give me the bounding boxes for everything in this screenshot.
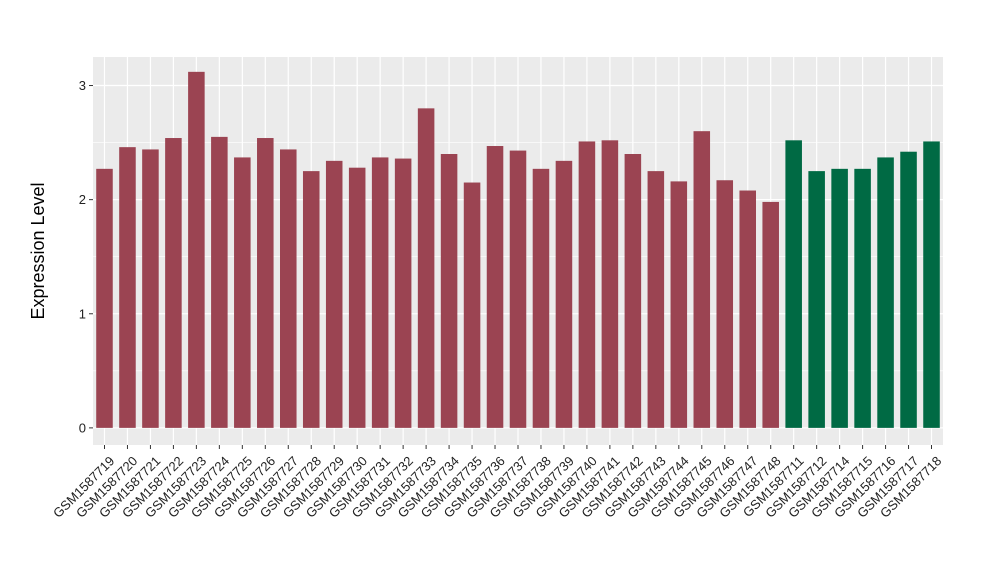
bar-gsm1587740	[578, 141, 596, 428]
bar-gsm1587715	[854, 168, 871, 428]
bar-gsm1587747	[739, 190, 756, 428]
bar-gsm1587711	[785, 140, 802, 428]
bar-gsm1587748	[762, 201, 779, 428]
bar-gsm1587726	[257, 138, 274, 428]
bar-gsm1587742	[624, 154, 642, 428]
bar-gsm1587745	[693, 131, 711, 428]
bar-gsm1587721	[142, 149, 159, 428]
bar-gsm1587731	[371, 157, 389, 428]
y-axis-title: Expression Level	[28, 182, 48, 319]
y-tick-label: 3	[79, 78, 86, 93]
bar-gsm1587714	[831, 168, 848, 428]
bar-gsm1587718	[923, 141, 940, 428]
y-tick-label: 1	[79, 306, 86, 321]
bar-gsm1587722	[165, 138, 182, 428]
bar-gsm1587719	[96, 168, 113, 428]
bar-gsm1587716	[877, 157, 894, 428]
bar-gsm1587732	[394, 158, 412, 428]
y-tick-label: 2	[79, 192, 86, 207]
x-axis: GSM1587719GSM1587720GSM1587721GSM1587722…	[50, 445, 944, 521]
bar-gsm1587737	[509, 150, 527, 428]
bar-gsm1587746	[716, 180, 734, 428]
bar-gsm1587734	[440, 154, 458, 428]
bar-gsm1587724	[211, 136, 228, 428]
y-axis: 0 1 2 3	[79, 78, 93, 435]
bar-gsm1587720	[119, 147, 136, 428]
bar-gsm1587739	[555, 160, 573, 428]
bar-gsm1587735	[463, 182, 481, 428]
bar-gsm1587727	[280, 149, 297, 428]
bar-gsm1587712	[808, 171, 825, 428]
bar-gsm1587717	[900, 151, 917, 428]
bar-gsm1587725	[234, 157, 251, 428]
bar-gsm1587741	[601, 140, 619, 428]
bars	[96, 71, 940, 428]
bar-gsm1587730	[348, 167, 366, 428]
bar-gsm1587729	[325, 160, 343, 428]
bar-gsm1587738	[532, 168, 550, 428]
bar-gsm1587723	[188, 71, 205, 428]
bar-gsm1587733	[417, 108, 435, 428]
bar-gsm1587736	[486, 146, 504, 428]
y-tick-label: 0	[79, 420, 86, 435]
bar-gsm1587743	[647, 171, 665, 428]
bar-gsm1587744	[670, 181, 688, 428]
bar-gsm1587728	[302, 171, 320, 428]
